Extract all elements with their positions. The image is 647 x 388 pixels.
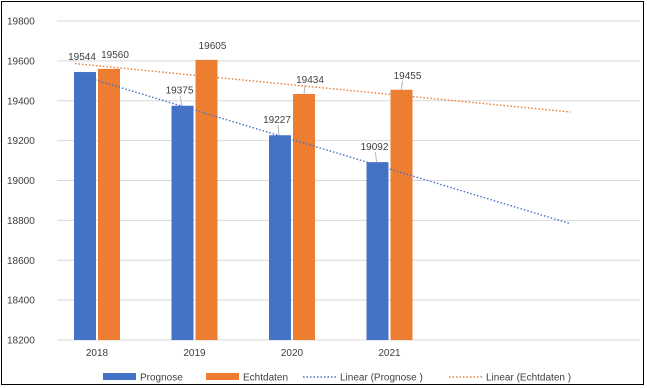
leader-line [375,152,377,163]
legend-label: Echtdaten [243,373,288,384]
trendline-prognose [74,73,571,225]
x-tick-label: 2018 [86,348,109,359]
bar-echtdaten [98,68,120,340]
bar-echtdaten [195,59,218,341]
bar-prognose [366,162,389,340]
data-label: 19544 [68,52,96,63]
y-tick-label: 19400 [7,96,35,107]
data-label: 19227 [263,115,291,126]
data-labels: 19544 19375 19227 19092 19560 19605 19434 19455 [68,41,422,163]
y-tick-label: 18200 [7,336,35,347]
leader-line [277,125,280,136]
y-tick-label: 18800 [7,216,35,227]
y-tick-label: 19200 [7,136,35,147]
y-tick-label: 18600 [7,256,35,267]
bar-prognose [171,105,194,340]
x-tick-label: 2020 [281,348,304,359]
legend-swatch [103,373,136,380]
data-label: 19455 [394,71,422,82]
legend-label: Linear (Prognose ) [340,373,423,384]
legend-label: Prognose [140,373,183,384]
y-tick-label: 19800 [7,17,35,28]
legend-label: Linear (Echtdaten ) [486,373,571,384]
legend-swatch [206,373,239,380]
bars [74,59,413,341]
bar-echtdaten [293,93,315,340]
leader-line [180,95,182,106]
bar-prognose [269,135,291,340]
y-axis: 18200 18400 18600 18800 19000 19200 19400 19600… [7,17,35,347]
x-tick-label: 2019 [183,348,206,359]
data-label: 19560 [101,50,129,61]
legend: Prognose Echtdaten Linear (Prognose ) Linea… [103,373,571,384]
bar-prognose [74,72,96,340]
y-tick-label: 19000 [7,176,35,187]
data-label: 19092 [361,142,389,153]
trendline-echtdaten [74,62,571,113]
bar-echtdaten [390,89,413,340]
data-label: 19375 [166,86,194,97]
data-label: 19605 [199,41,227,52]
data-label: 19434 [296,75,324,86]
leader-line [401,80,403,90]
y-tick-label: 19600 [7,56,35,67]
y-tick-label: 18400 [7,296,35,307]
trendlines [74,62,571,225]
x-tick-label: 2021 [378,348,401,359]
gridlines [57,20,640,341]
x-axis: 2018 2019 2020 2021 [86,348,401,359]
leader-line [303,84,306,95]
